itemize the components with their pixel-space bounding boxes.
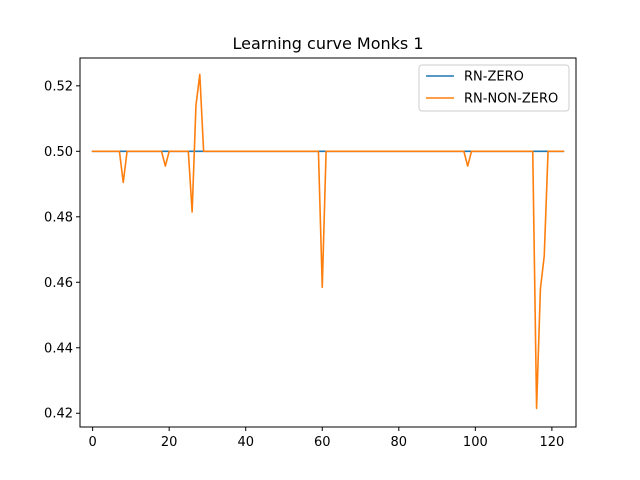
y-tick-label: 0.50: [44, 145, 73, 160]
x-axis: 0 20 40 60 80 100 120: [88, 427, 564, 450]
x-tick-label: 100: [463, 435, 488, 450]
x-tick-label: 80: [391, 435, 408, 450]
chart-title: Learning curve Monks 1: [232, 34, 423, 53]
legend-label-rn-zero: RN-ZERO: [464, 70, 524, 85]
legend: RN-ZERO RN-NON-ZERO: [418, 64, 570, 112]
x-tick-label: 20: [161, 435, 178, 450]
axes-frame: [79, 57, 577, 428]
y-tick-label: 0.46: [44, 276, 73, 291]
legend-label-rn-non-zero: RN-NON-ZERO: [464, 92, 558, 107]
series-line-rn-non-zero: [91, 73, 565, 410]
x-tick-label: 120: [539, 435, 564, 450]
y-tick-label: 0.52: [44, 79, 73, 94]
y-axis: 0.42 0.44 0.46 0.48 0.50 0.52: [44, 79, 80, 422]
y-tick-label: 0.44: [44, 341, 73, 356]
x-tick-label: 40: [237, 435, 254, 450]
series-layer: [91, 73, 565, 410]
y-tick-label: 0.42: [44, 407, 73, 422]
legend-box: [418, 64, 570, 112]
x-tick-label: 60: [314, 435, 331, 450]
y-tick-label: 0.48: [44, 210, 73, 225]
x-tick-label: 0: [88, 435, 96, 450]
